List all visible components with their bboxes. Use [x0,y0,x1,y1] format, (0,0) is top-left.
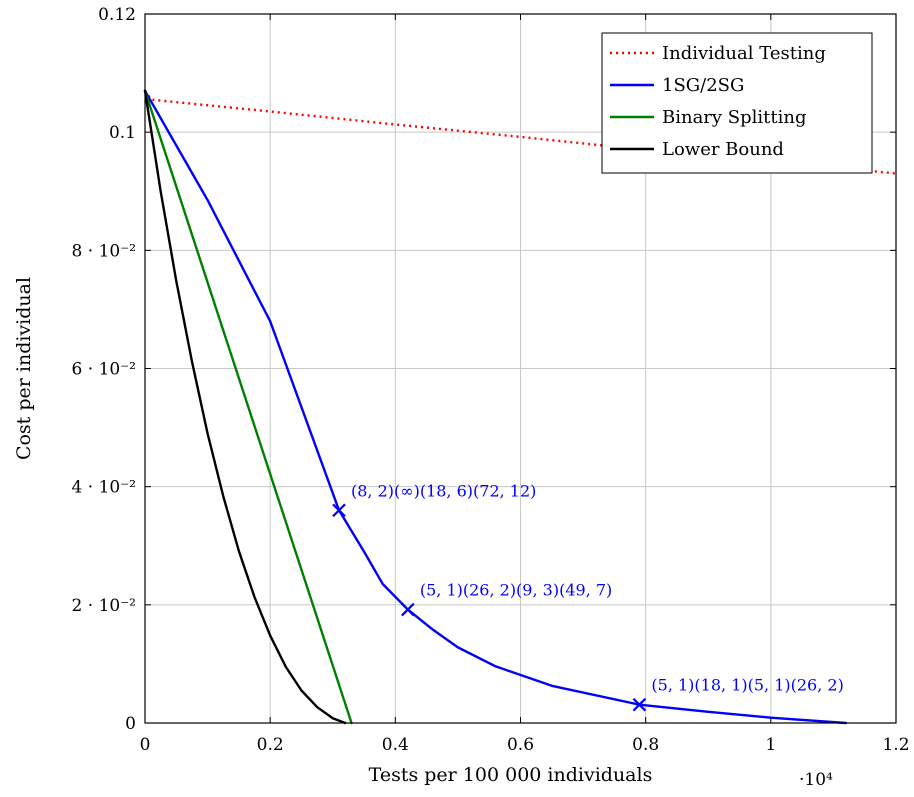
y-axis-title: Cost per individual [13,277,35,460]
x-tick-label: 0.2 [257,735,284,755]
legend-label: Individual Testing [662,43,826,64]
legend: Individual Testing 1SG/2SG Binary Splittin… [601,32,873,174]
annotation-marker [401,602,415,617]
legend-label: Lower Bound [662,139,784,160]
series-line-1sg-2sg [143,89,848,725]
x-tick-label: 0.4 [382,735,409,755]
y-tick-label: 8 · 10⁻² [72,241,136,261]
x-tick-label: 1 [765,735,776,755]
y-tick-label: 0 [125,714,136,734]
annotation-label: (5, 1)(18, 1)(5, 1)(26, 2) [651,676,843,695]
x-axis-title: Tests per 100 000 individuals [369,764,653,786]
y-tick-label: 4 · 10⁻² [72,478,136,498]
y-tick-label: 6 · 10⁻² [72,360,136,380]
y-tick-label: 0.12 [98,5,136,25]
x-tick-label: 0.6 [507,735,534,755]
series-line-lower-bound [143,89,347,725]
x-tick-label: 0 [140,735,151,755]
x-tick-label: 1.2 [882,735,909,755]
legend-label: Binary Splitting [662,107,807,128]
legend-label: 1SG/2SG [662,75,744,96]
y-tick-label: 0.1 [109,123,136,143]
y-tick-label: 2 · 10⁻² [72,596,136,616]
annotation-marker [632,697,647,712]
series-line-binary-splitting [143,89,353,725]
ticks: 0 0.2 0.4 0.6 0.8 1 1.2 0 2 · 10⁻² 4 · 10⁻² 6 · 10… [72,5,910,755]
x-axis-multiplier: ·10⁴ [799,770,833,790]
series-lines [143,89,897,725]
annotation-marker [332,503,346,518]
annotation-label: (8, 2)(∞)(18, 6)(72, 12) [351,481,536,500]
annotation-label: (5, 1)(26, 2)(9, 3)(49, 7) [420,581,612,600]
annotation-markers: (8, 2)(∞)(18, 6)(72, 12) (5, 1)(26, 2)(9,… [332,481,844,712]
x-tick-label: 0.8 [632,735,659,755]
